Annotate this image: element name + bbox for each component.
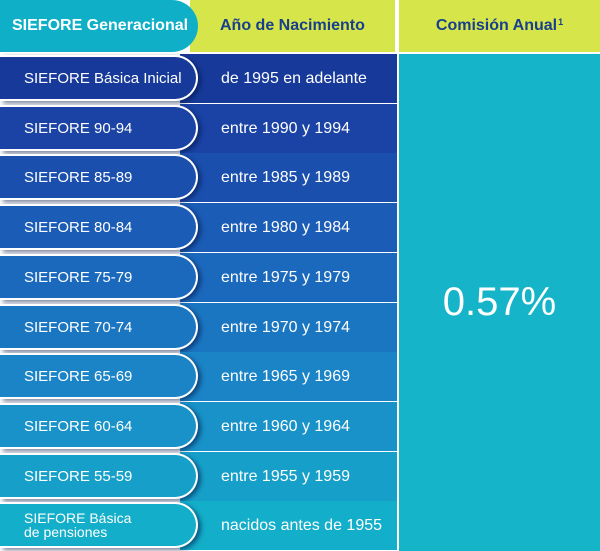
siefore-label: SIEFORE Básica de pensiones: [24, 510, 132, 540]
siefore-label: SIEFORE 65-69: [24, 367, 133, 385]
birth-year-text: entre 1975 y 1979: [221, 268, 350, 286]
birth-year-cell: entre 1955 y 1959: [180, 452, 397, 501]
header-birth-year: Año de Nacimiento: [190, 0, 397, 52]
siefore-label: SIEFORE Básica Inicial: [24, 69, 182, 87]
siefore-label: SIEFORE 70-74: [24, 318, 133, 336]
header-siefore: SIEFORE Generacional: [0, 0, 198, 52]
header-birth-year-label: Año de Nacimiento: [220, 17, 365, 34]
siefore-pill: SIEFORE 90-94: [0, 105, 198, 151]
siefore-label: SIEFORE 55-59: [24, 467, 133, 485]
birth-year-text: nacidos antes de 1955: [221, 516, 383, 534]
birth-year-text: entre 1965 y 1969: [221, 367, 350, 385]
header-siefore-label: SIEFORE Generacional: [12, 17, 189, 34]
siefore-pill: SIEFORE 75-79: [0, 254, 198, 300]
siefore-pill: SIEFORE Básica de pensiones: [0, 502, 198, 548]
birth-year-text: entre 1990 y 1994: [221, 119, 350, 137]
footnote-marker: 1: [558, 17, 564, 27]
siefore-pill: SIEFORE 70-74: [0, 304, 198, 350]
birth-year-text: entre 1970 y 1974: [221, 318, 350, 336]
birth-year-cell: entre 1960 y 1964: [180, 402, 397, 451]
siefore-label: SIEFORE 85-89: [24, 168, 133, 186]
siefore-pill: SIEFORE 60-64: [0, 403, 198, 449]
birth-year-cell: entre 1985 y 1989: [180, 153, 397, 202]
header-annual-fee-label: Comisión Anual: [435, 17, 558, 34]
birth-year-cell: entre 1970 y 1974: [180, 303, 397, 352]
birth-year-cell: de 1995 en adelante: [180, 54, 397, 103]
siefore-pill: SIEFORE 85-89: [0, 154, 198, 200]
birth-year-text: entre 1985 y 1989: [221, 168, 350, 186]
siefore-label: SIEFORE 75-79: [24, 268, 133, 286]
birth-year-cell: entre 1975 y 1979: [180, 253, 397, 302]
siefore-label: SIEFORE 80-84: [24, 218, 133, 236]
header-annual-fee: Comisión Anual 1: [399, 0, 600, 52]
birth-year-cell: entre 1980 y 1984: [180, 203, 397, 252]
annual-fee-value: 0.57%: [399, 54, 600, 551]
birth-year-cell: entre 1990 y 1994: [180, 104, 397, 153]
siefore-pill: SIEFORE Básica Inicial: [0, 55, 198, 101]
birth-year-text: entre 1955 y 1959: [221, 467, 350, 485]
birth-year-text: entre 1980 y 1984: [221, 218, 350, 236]
siefore-pill: SIEFORE 55-59: [0, 453, 198, 499]
siefore-label: SIEFORE 60-64: [24, 417, 133, 435]
birth-year-text: entre 1960 y 1964: [221, 417, 350, 435]
siefore-label: SIEFORE 90-94: [24, 119, 133, 137]
birth-year-text: de 1995 en adelante: [221, 69, 367, 87]
siefore-pill: SIEFORE 65-69: [0, 353, 198, 399]
siefore-pill: SIEFORE 80-84: [0, 204, 198, 250]
birth-year-cell: entre 1965 y 1969: [180, 352, 397, 401]
birth-year-cell: nacidos antes de 1955: [180, 501, 397, 550]
